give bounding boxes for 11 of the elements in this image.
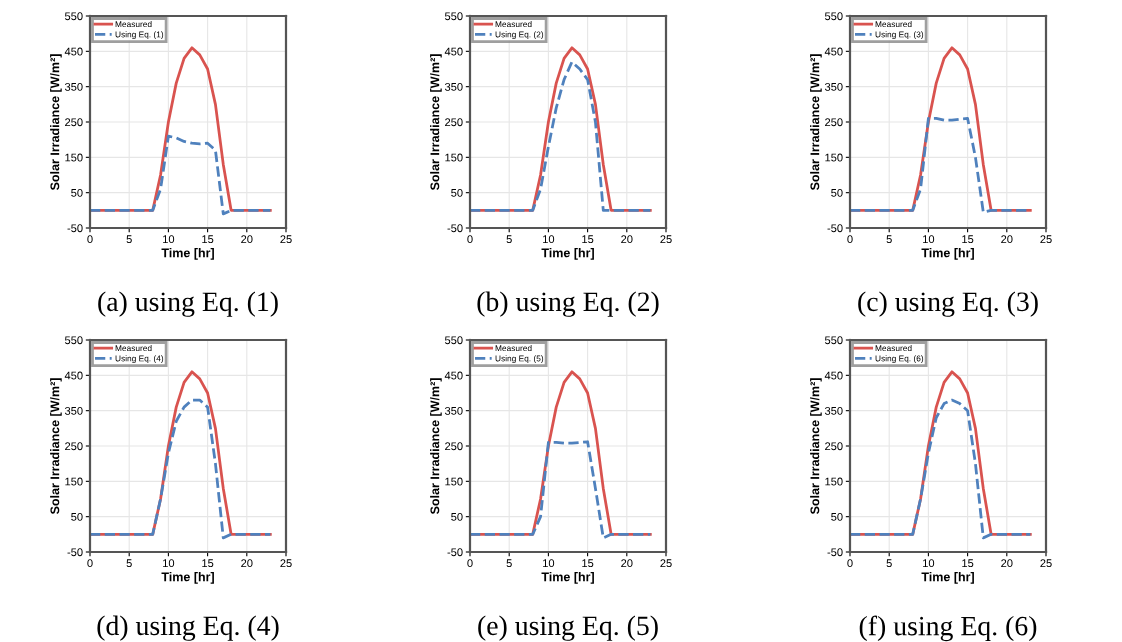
text: (d) using Eq. (4) — [97, 615, 279, 641]
text: (f) using Eq. (6) — [859, 615, 1037, 642]
line-series — [90, 134, 272, 216]
line-series — [90, 398, 272, 540]
text: (e) using Eq. (5) — [478, 615, 658, 641]
line-series — [470, 440, 652, 540]
text: (b) using Eq. (2) — [477, 291, 659, 317]
text: (a) using Eq. (1) — [98, 291, 278, 317]
text: (c) using Eq. (3) — [858, 291, 1038, 317]
line-series — [850, 117, 1032, 214]
line-series — [850, 398, 1032, 540]
